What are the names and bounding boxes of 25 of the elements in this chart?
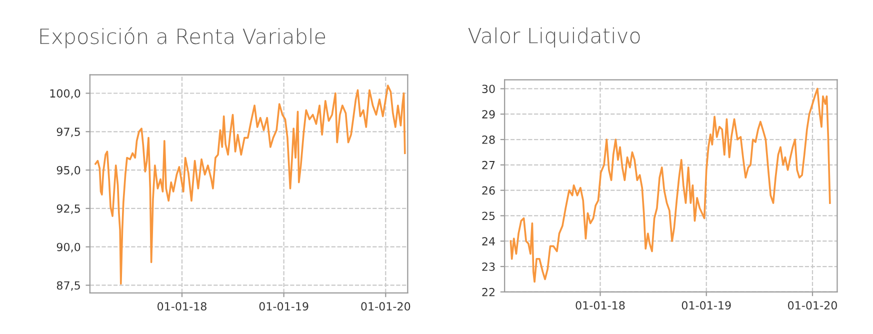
- x-tick-label: 01-01-18: [158, 302, 206, 311]
- x-tick-label: 01-01-19: [682, 301, 731, 310]
- y-tick-label: 87,5: [56, 281, 80, 291]
- y-tick-label: 22: [482, 288, 494, 296]
- x-tick-label: 01-01-20: [788, 301, 837, 310]
- y-tick-label: 100,0: [50, 89, 80, 99]
- line-series: [510, 88, 831, 283]
- x-tick-label: 01-01-18: [576, 301, 625, 310]
- y-tick-label: 25: [482, 212, 495, 220]
- y-tick-label: 23: [482, 262, 495, 271]
- y-tick-label: 97,5: [56, 128, 80, 138]
- y-tick-label: 90,0: [56, 242, 80, 252]
- x-tick-label: 01-01-19: [259, 302, 308, 311]
- chart-title: Exposición a Renta Variable: [40, 27, 326, 48]
- chart-title: Valor Liquidativo: [468, 27, 640, 48]
- x-tick-label: 01-01-20: [361, 302, 410, 311]
- y-tick-label: 28: [482, 135, 495, 144]
- line-series: [94, 84, 406, 285]
- y-tick-label: 95,0: [56, 166, 80, 176]
- y-tick-label: 27: [482, 160, 495, 170]
- y-tick-label: 92,5: [56, 204, 80, 214]
- y-tick-label: 29: [482, 110, 495, 118]
- y-tick-label: 26: [482, 186, 495, 195]
- y-tick-label: 30: [482, 84, 495, 94]
- y-tick-label: 24: [482, 237, 495, 246]
